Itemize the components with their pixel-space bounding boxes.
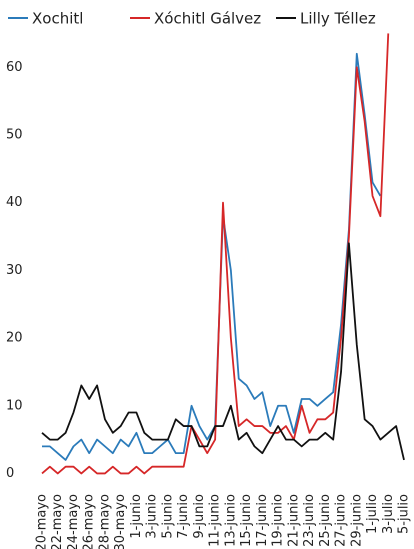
line: [41, 33, 390, 475]
legend-label: Lilly Téllez: [300, 10, 376, 28]
x-tick-label: 3-junio: [145, 494, 160, 539]
x-tick-label: 11-junio: [208, 494, 223, 547]
x-tick-label: 21-junio: [286, 494, 301, 547]
x-tick-label: 29-junio: [349, 494, 364, 547]
y-tick-label: 20: [6, 331, 23, 346]
x-tick-label: 5-julio: [397, 494, 412, 534]
x-tick-label: 9-junio: [192, 494, 207, 539]
x-tick-label: 25-junio: [318, 494, 333, 547]
x-tick-label: 13-junio: [223, 494, 238, 547]
x-tick-label: 5-junio: [160, 494, 175, 539]
y-tick-label: 60: [6, 60, 23, 75]
x-tick-label: 1-julio: [365, 494, 380, 534]
y-tick-label: 50: [6, 127, 23, 142]
y-tick-label: 0: [6, 466, 14, 481]
x-tick-label: 30-mayo: [113, 494, 128, 549]
x-tick-label: 17-junio: [255, 494, 270, 547]
line: [42, 52, 382, 461]
legend-label: Xochitl: [32, 10, 83, 28]
x-tick-label: 22-mayo: [50, 494, 65, 549]
line: [41, 242, 405, 461]
x-tick-label: 27-junio: [334, 494, 349, 547]
x-tick-label: 19-junio: [271, 494, 286, 547]
x-tick-label: 15-junio: [239, 494, 254, 547]
x-tick-label: 7-junio: [176, 494, 191, 539]
x-tick-label: 24-mayo: [66, 494, 81, 549]
y-tick-label: 40: [6, 195, 23, 210]
x-tick-label: 20-mayo: [35, 494, 50, 549]
x-tick-label: 26-mayo: [82, 494, 97, 549]
y-tick-label: 10: [6, 398, 23, 413]
x-tick-label: 3-julio: [381, 494, 396, 534]
x-tick-label: 1-junio: [129, 494, 144, 539]
legend-label: Xóchitl Gálvez: [154, 10, 261, 28]
x-tick-label: 23-junio: [302, 494, 317, 547]
x-tick-label: 28-mayo: [97, 494, 112, 549]
y-tick-label: 30: [6, 263, 23, 278]
